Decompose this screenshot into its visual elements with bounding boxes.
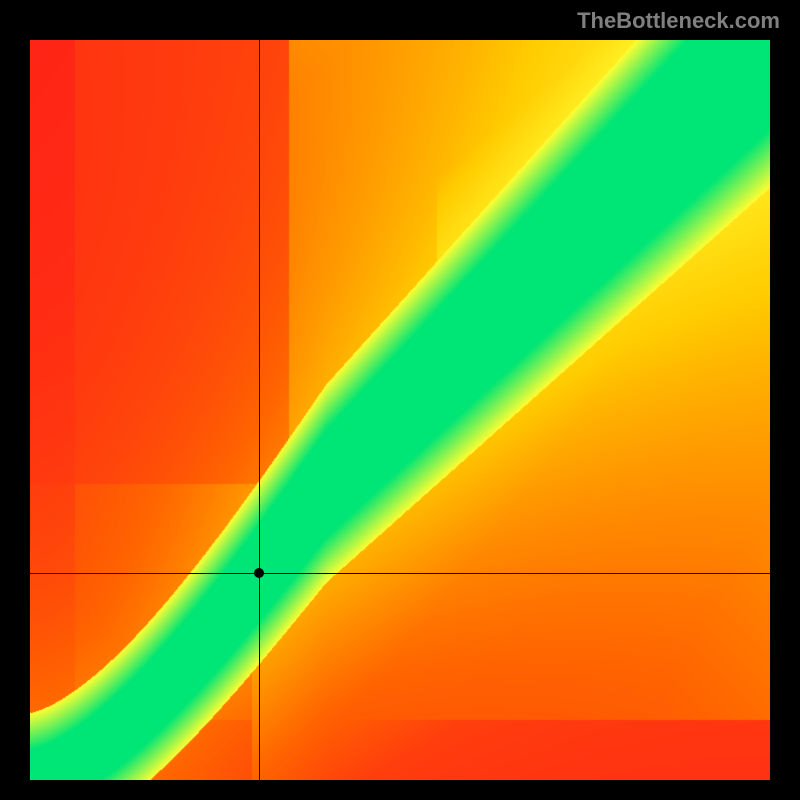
crosshair-vertical (259, 40, 260, 780)
heatmap-canvas (30, 40, 770, 780)
crosshair-horizontal (30, 573, 770, 574)
watermark-text: TheBottleneck.com (577, 8, 780, 34)
chart-container: TheBottleneck.com (0, 0, 800, 800)
plot-area (30, 40, 770, 780)
marker-dot (254, 568, 264, 578)
